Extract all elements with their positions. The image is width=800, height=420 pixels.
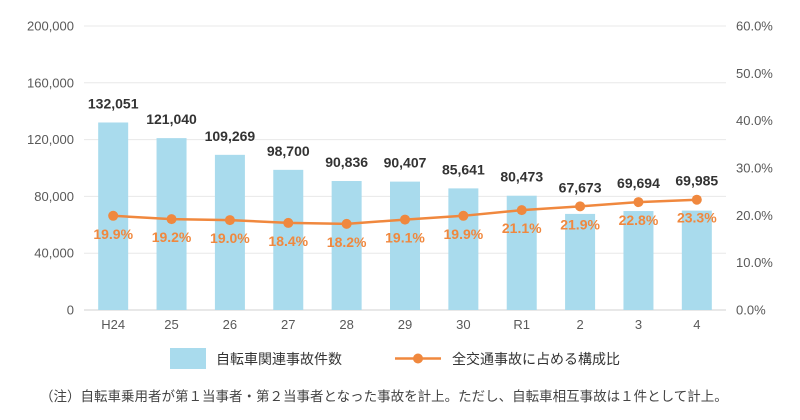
line-value-label-25: 19.2% bbox=[152, 229, 192, 245]
line-value-label-29: 19.1% bbox=[385, 230, 425, 246]
y-left-tick-label: 120,000 bbox=[27, 132, 74, 147]
line-value-label-26: 19.0% bbox=[210, 230, 250, 246]
legend-label-line: 全交通事故に占める構成比 bbox=[452, 351, 620, 368]
bar-value-label-27: 98,700 bbox=[267, 143, 310, 159]
line-point-H24 bbox=[108, 210, 119, 221]
bar-value-label-3: 69,694 bbox=[617, 175, 660, 191]
y-right-tick-label: 0.0% bbox=[736, 303, 766, 318]
bar-value-label-R1: 80,473 bbox=[500, 169, 543, 185]
x-tick-label-4: 4 bbox=[693, 317, 700, 332]
bar-2 bbox=[565, 213, 596, 310]
bar-4 bbox=[681, 210, 712, 310]
line-value-label-27: 18.4% bbox=[268, 233, 308, 249]
bar-value-label-26: 109,269 bbox=[205, 128, 256, 144]
footnote: （注）自転車乗用者が第１当事者・第２当事者となった事故を計上。ただし、自転車相互… bbox=[40, 388, 728, 405]
line-value-label-R1: 21.1% bbox=[502, 220, 542, 236]
x-tick-label-29: 29 bbox=[398, 317, 412, 332]
y-left-tick-label: 200,000 bbox=[27, 19, 74, 34]
line-value-label-3: 22.8% bbox=[619, 212, 659, 228]
x-tick-label-27: 27 bbox=[281, 317, 295, 332]
x-tick-label-H24: H24 bbox=[101, 317, 125, 332]
y-left-tick-label: 40,000 bbox=[34, 246, 74, 261]
y-right-tick-label: 30.0% bbox=[736, 161, 773, 176]
line-point-26 bbox=[224, 215, 235, 226]
line-point-2 bbox=[575, 201, 586, 212]
data-labels: 132,051 121,040 109,269 98,700 90,836 90,407 8… bbox=[88, 95, 719, 249]
x-tick-label-28: 28 bbox=[339, 317, 353, 332]
line-point-29 bbox=[400, 214, 410, 225]
bar-30 bbox=[448, 188, 479, 310]
line-value-label-30: 19.9% bbox=[444, 226, 484, 242]
legend: 自転車関連事故件数 全交通事故に占める構成比 bbox=[170, 348, 620, 369]
bar-value-label-28: 90,836 bbox=[325, 154, 368, 170]
bar-29 bbox=[390, 181, 420, 310]
bar-27 bbox=[273, 169, 304, 310]
y-left-tick-label: 0 bbox=[67, 303, 74, 318]
x-tick-label-25: 25 bbox=[164, 317, 178, 332]
y-right-tick-label: 50.0% bbox=[736, 66, 773, 81]
y-right-tick-label: 20.0% bbox=[736, 208, 773, 223]
y-left-tick-label: 160,000 bbox=[27, 75, 74, 90]
line-value-label-2: 21.9% bbox=[560, 216, 600, 232]
bar-value-label-29: 90,407 bbox=[384, 155, 427, 171]
legend-swatch-bars bbox=[170, 348, 206, 369]
line-point-25 bbox=[166, 214, 177, 225]
y-right-tick-label: 60.0% bbox=[736, 19, 773, 34]
bar-28 bbox=[331, 181, 362, 310]
bar-value-label-H24: 132,051 bbox=[88, 95, 139, 111]
bar-value-label-25: 121,040 bbox=[146, 111, 197, 127]
line-value-label-4: 23.3% bbox=[677, 210, 717, 226]
bar-value-label-2: 67,673 bbox=[559, 179, 602, 195]
legend-label-bars: 自転車関連事故件数 bbox=[216, 351, 342, 368]
x-tick-label-26: 26 bbox=[223, 317, 237, 332]
bar-3 bbox=[623, 211, 654, 310]
line-value-label-28: 18.2% bbox=[327, 234, 367, 250]
y-left-tick-label: 80,000 bbox=[34, 189, 74, 204]
line-point-4 bbox=[691, 194, 702, 205]
line-value-label-H24: 19.9% bbox=[93, 226, 133, 242]
y-right-tick-label: 10.0% bbox=[736, 255, 773, 270]
x-tick-label-30: 30 bbox=[456, 317, 470, 332]
x-tick-label-R1: R1 bbox=[513, 317, 530, 332]
line-point-27 bbox=[283, 217, 294, 228]
bar-value-label-30: 85,641 bbox=[442, 161, 485, 177]
bar-26 bbox=[214, 154, 245, 310]
x-tick-label-2: 2 bbox=[576, 317, 583, 332]
line-point-28 bbox=[341, 218, 352, 229]
bar-value-label-4: 69,985 bbox=[675, 173, 718, 189]
axes: 0 40,000 80,000 120,000 160,000 200,000 0.0% 10… bbox=[27, 19, 773, 333]
legend-swatch-marker bbox=[413, 353, 423, 364]
y-right-tick-label: 40.0% bbox=[736, 113, 773, 128]
line-point-3 bbox=[633, 197, 644, 208]
line-point-30 bbox=[458, 210, 469, 221]
line-series bbox=[108, 194, 702, 229]
line-point-R1 bbox=[516, 205, 527, 216]
bar-series bbox=[98, 122, 712, 310]
x-tick-label-3: 3 bbox=[635, 317, 642, 332]
